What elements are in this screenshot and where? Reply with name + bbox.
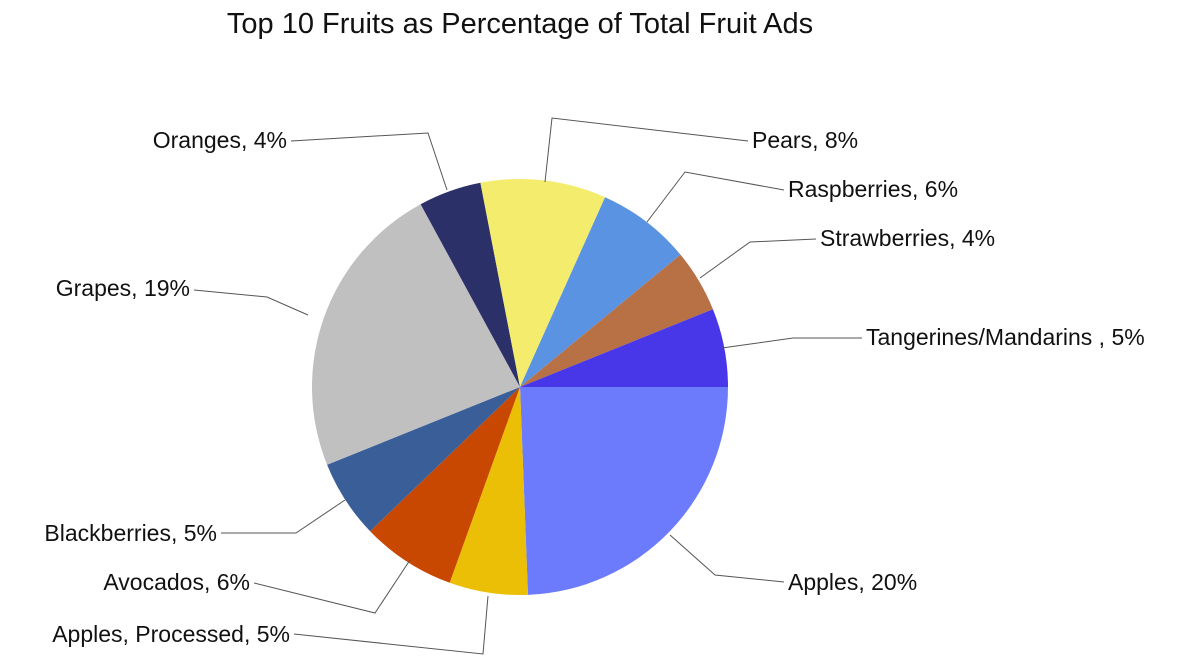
pie-slice-1 [449, 387, 528, 596]
pie-slice-4 [312, 204, 520, 465]
leader-line-1 [293, 595, 489, 655]
pie-slice-3 [327, 387, 520, 532]
pie-slice-5 [420, 182, 520, 387]
slice-label-9: Tangerines/Mandarins , 5% [866, 324, 1145, 350]
pie-slice-0 [520, 387, 728, 595]
slice-label-7: Raspberries, 6% [788, 176, 958, 202]
slice-label-8: Strawberries, 4% [820, 225, 995, 251]
slice-label-0: Apples, 20% [788, 569, 917, 595]
slice-label-6: Pears, 8% [752, 127, 858, 153]
pie-slice-7 [520, 197, 681, 387]
leader-line-7 [646, 171, 785, 223]
leader-line-3 [221, 499, 346, 534]
pie-slices [312, 178, 728, 596]
leader-line-6 [544, 117, 749, 183]
leader-line-5 [290, 132, 448, 191]
leader-line-0 [669, 534, 785, 583]
pie-slice-6 [480, 178, 606, 387]
pie-slice-2 [370, 387, 520, 583]
slice-labels: Apples, 20% Apples, Processed, 5% Avocados… [44, 127, 1144, 647]
leader-line-4 [193, 289, 309, 316]
leader-line-2 [253, 559, 411, 614]
leader-line-8 [699, 238, 817, 279]
chart-title: Top 10 Fruits as Percentage of Total Fru… [227, 8, 813, 40]
pie-slice-8 [520, 254, 713, 387]
slice-label-1: Apples, Processed, 5% [52, 621, 290, 647]
leader-line-9 [721, 337, 862, 349]
slice-label-3: Blackberries, 5% [44, 520, 217, 546]
slice-label-2: Avocados, 6% [103, 569, 250, 595]
slice-label-5: Oranges, 4% [153, 127, 287, 153]
slice-label-4: Grapes, 19% [56, 275, 190, 301]
pie-slice-9 [520, 309, 728, 387]
leader-lines [193, 117, 862, 655]
